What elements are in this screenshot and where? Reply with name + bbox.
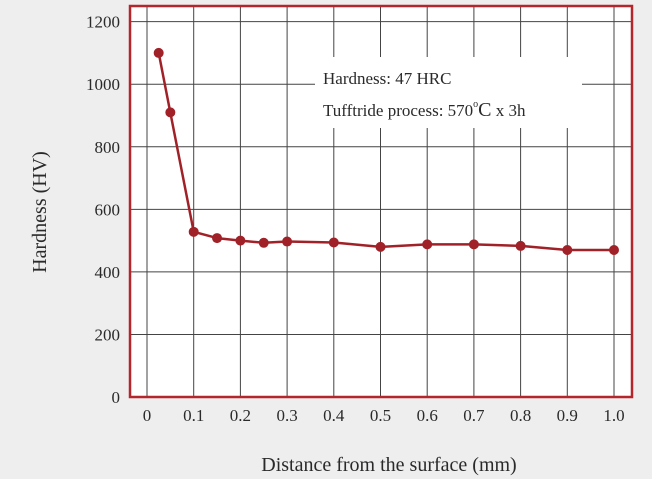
data-point [375, 241, 386, 252]
data-point [165, 107, 176, 118]
y-tick-label: 400 [95, 263, 121, 282]
data-point [468, 239, 479, 250]
data-point [422, 239, 433, 250]
data-point [212, 233, 223, 244]
x-tick-label: 0.7 [463, 406, 485, 425]
annotation-line-1: Hardness: 47 HRC [323, 69, 451, 88]
x-tick-label: 0.4 [323, 406, 345, 425]
x-tick-label: 0.8 [510, 406, 531, 425]
y-tick-label: 800 [95, 138, 121, 157]
y-tick-label: 1000 [86, 75, 120, 94]
y-axis-title: Hardness (HV) [29, 151, 51, 273]
x-tick-label: 0.2 [230, 406, 251, 425]
x-tick-label: 0.6 [417, 406, 438, 425]
annotation-box [315, 57, 582, 128]
data-point [153, 47, 164, 58]
data-point [188, 226, 199, 237]
data-point [258, 237, 269, 248]
x-tick-label: 1.0 [603, 406, 624, 425]
x-tick-label: 0 [143, 406, 152, 425]
annotation-unit: C [478, 99, 491, 121]
annotation-degree-sign: o [473, 99, 478, 110]
x-tick-label: 0.9 [557, 406, 578, 425]
data-point [562, 244, 573, 255]
series-group [153, 47, 619, 255]
x-axis-title: Distance from the surface (mm) [261, 454, 516, 476]
data-point [235, 235, 246, 246]
x-tick-label: 0.5 [370, 406, 391, 425]
annotation-line-2-prefix: Tufftride process: 570 [323, 101, 473, 120]
x-tick-label: 0.3 [276, 406, 297, 425]
y-tick-label: 0 [112, 388, 121, 407]
annotation-line-2: Tufftride process: 570oC x 3h [323, 99, 526, 121]
data-point [282, 236, 293, 247]
data-point [609, 244, 619, 255]
y-tick-label: 600 [95, 200, 121, 219]
plot-frame [128, 4, 634, 399]
y-tick-label: 200 [95, 325, 121, 344]
data-point [515, 240, 526, 251]
tick-labels: 0 0.1 0.2 0.3 0.4 0.5 0.6 0.7 0.8 0.9 1.0 0 200 400 60… [86, 13, 625, 425]
x-tick-label: 0.1 [183, 406, 204, 425]
y-tick-label: 1200 [86, 13, 120, 32]
data-point [328, 237, 339, 248]
annotation-line-2-suffix: x 3h [492, 101, 527, 120]
